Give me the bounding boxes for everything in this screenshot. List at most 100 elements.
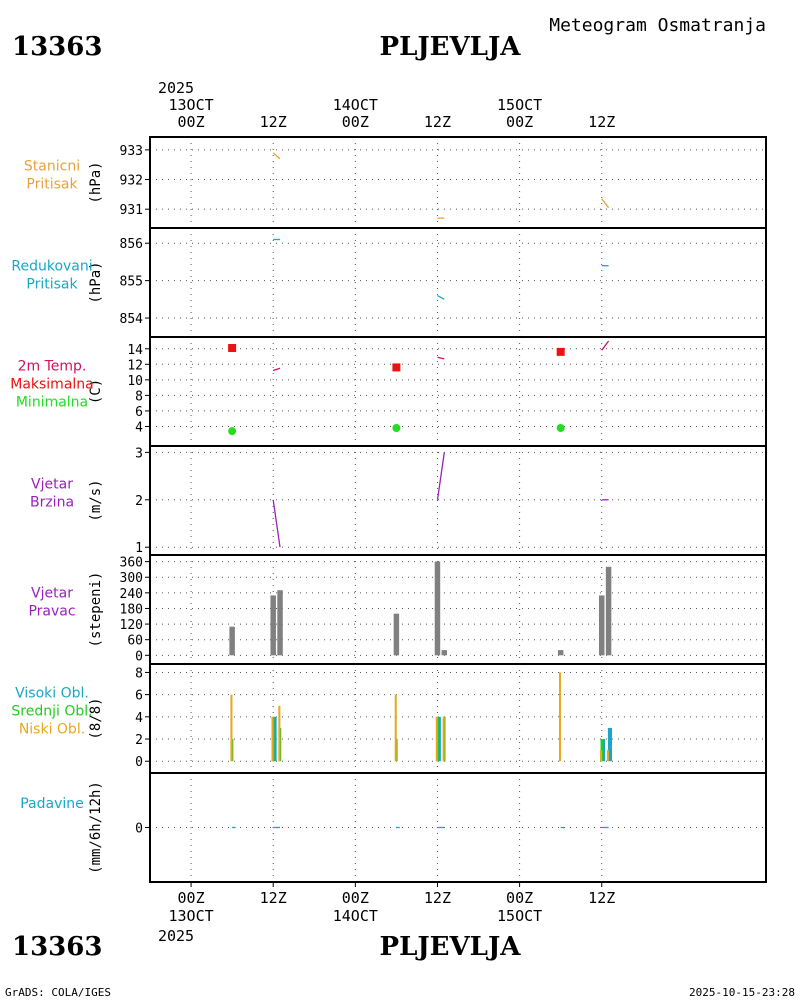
year-label-top: 2025 <box>158 79 194 97</box>
oblaci-bar <box>272 716 277 762</box>
stanicni-line-segment <box>272 152 281 160</box>
y-tick-label: 8 <box>135 666 143 681</box>
y-tick-label: 300 <box>120 571 143 586</box>
bottom-hour-label: 12Z <box>260 889 287 907</box>
temperatura-line-segment <box>437 356 445 360</box>
top-date-label: 15OCT <box>497 96 542 114</box>
panel-unit-label: (C) <box>88 379 104 404</box>
temperatura-line-segment <box>272 367 281 372</box>
y-tick-label: 2 <box>135 494 143 509</box>
y-tick-label: 855 <box>120 275 143 290</box>
vjetar-pravac-bar <box>393 613 400 656</box>
panel-stanicni: 931 932 933 (hPa) Stanicni Pritisak <box>24 137 766 228</box>
bottom-hour-label: 12Z <box>588 889 615 907</box>
y-tick-label: 6 <box>135 689 143 704</box>
bottom-date-label: 14OCT <box>333 907 378 925</box>
max-temp-marker <box>228 343 237 352</box>
station-name-top: PLJEVLJA <box>380 32 522 62</box>
y-tick-label: 0 <box>135 822 143 837</box>
oblaci-bar <box>442 716 445 762</box>
oblaci-bar <box>271 716 274 762</box>
oblaci-bar <box>607 727 612 762</box>
panel-unit-label: (hPa) <box>88 261 104 303</box>
panel-label: Niski Obl. <box>19 722 85 738</box>
panel-frame <box>149 336 767 447</box>
panel-unit-label: (hPa) <box>88 161 104 203</box>
panel-frame <box>149 663 767 774</box>
vjetar-pravac-bar <box>270 595 276 656</box>
y-tick-label: 60 <box>127 634 143 649</box>
top-hour-label: 12Z <box>588 113 615 131</box>
panel-label: Srednji Obl. <box>11 704 92 720</box>
bottom-hour-label: 00Z <box>178 889 205 907</box>
panel-label: Pritisak <box>26 177 78 193</box>
min-temp-marker <box>392 424 401 433</box>
y-tick-label: 3 <box>135 446 143 461</box>
top-hour-label: 00Z <box>506 113 533 131</box>
panel-label: Visoki Obl. <box>15 686 89 702</box>
top-hour-label: 00Z <box>178 113 205 131</box>
panel-unit-label: (m/s) <box>88 479 104 521</box>
station-id-bottom: 13363 <box>12 932 102 962</box>
oblaci-bar <box>600 750 603 762</box>
bottom-date-label: 13OCT <box>168 907 213 925</box>
panel-frame <box>149 136 767 229</box>
panel-label: Maksimalna <box>10 377 94 393</box>
y-tick-label: 2 <box>135 733 143 748</box>
panel-label: Brzina <box>30 495 74 511</box>
oblaci-bar <box>278 705 281 762</box>
temperatura-line-segment <box>601 340 610 351</box>
station-name-bottom: PLJEVLJA <box>380 932 522 962</box>
oblaci-bar <box>600 739 603 762</box>
top-hour-label: 12Z <box>424 113 451 131</box>
vjetar-pravac-bar <box>598 595 605 656</box>
panel-frame <box>149 772 767 883</box>
oblaci-bar <box>435 716 438 762</box>
y-tick-label: 12 <box>127 358 143 373</box>
timestamp-label: 2025-10-15-23:28 <box>689 986 795 999</box>
vjetar-pravac-bar <box>557 650 564 656</box>
bottom-hour-label: 12Z <box>424 889 451 907</box>
panel-unit-label: (stepeni) <box>88 572 104 648</box>
stanicni-line-segment <box>601 198 610 209</box>
max-temp-marker <box>556 347 565 356</box>
y-tick-label: 240 <box>120 587 143 602</box>
y-tick-label: 1 <box>135 541 143 556</box>
vjetar-pravac-bar <box>277 590 283 656</box>
bottom-hour-label: 00Z <box>506 889 533 907</box>
panel-label: Stanicni <box>24 159 80 175</box>
y-tick-label: 4 <box>135 711 143 726</box>
min-temp-marker <box>556 424 565 433</box>
y-tick-label: 854 <box>120 312 144 327</box>
panel-label: Pritisak <box>26 277 78 293</box>
panel-frame <box>149 445 767 556</box>
oblaci-bar <box>394 694 397 762</box>
y-tick-label: 0 <box>135 755 143 770</box>
bottom-date-label: 15OCT <box>497 907 542 925</box>
top-hour-label: 12Z <box>260 113 287 131</box>
panel-label: Pravac <box>28 604 75 620</box>
vjetar-brzina-line-segment <box>272 499 281 548</box>
panel-redukovani: 854 855 856 (hPa)Redukovani Pritisak <box>11 228 766 337</box>
panel-unit-label: (8/8) <box>88 697 104 739</box>
y-tick-label: 933 <box>120 144 143 159</box>
y-tick-label: 0 <box>135 649 143 664</box>
panel-padavine: 0 (mm/6h/12h)Padavine <box>20 773 766 882</box>
station-id-top: 13363 <box>12 32 102 62</box>
panel-label: Vjetar <box>31 477 73 493</box>
y-tick-label: 6 <box>135 405 143 420</box>
y-tick-label: 8 <box>135 389 143 404</box>
panel-label: Redukovani <box>11 259 92 275</box>
top-date-label: 13OCT <box>168 96 213 114</box>
min-temp-marker <box>228 427 237 436</box>
y-tick-label: 360 <box>120 556 143 571</box>
oblaci-bar <box>558 672 562 762</box>
y-tick-label: 120 <box>120 618 143 633</box>
chart-panels: 931 932 933 (hPa) Stanicni Pritisak 854 855 856 (… <box>10 136 767 883</box>
y-tick-label: 180 <box>120 602 143 617</box>
